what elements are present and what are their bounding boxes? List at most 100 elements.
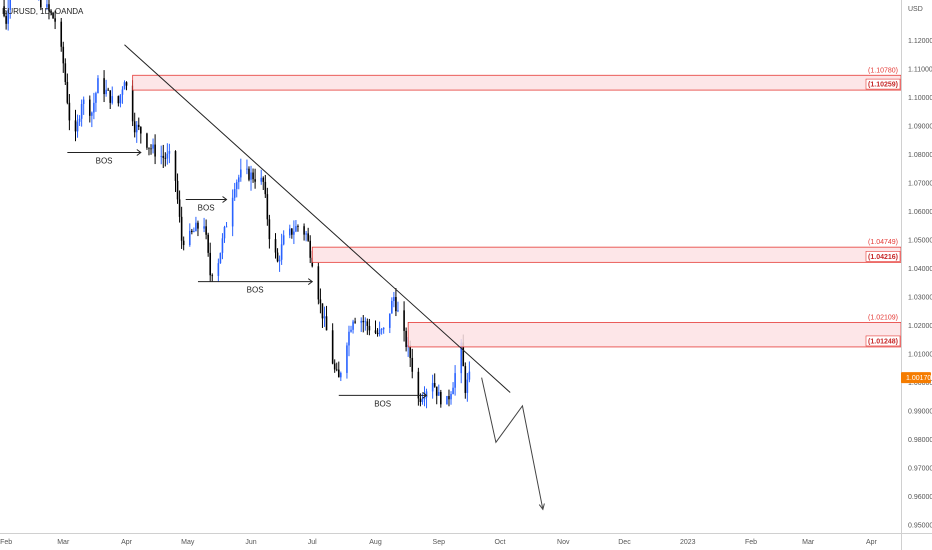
bos-arrowhead [422, 391, 428, 399]
zone-top-label: (1.10780) [868, 67, 898, 74]
candle-body [146, 133, 148, 148]
candle-body [425, 391, 428, 398]
candle-body [203, 226, 205, 229]
candle-body [264, 181, 267, 195]
candle-body [435, 386, 438, 396]
price-axis-currency: USD [908, 6, 923, 13]
candle-body [160, 155, 163, 157]
candle-body [119, 94, 122, 104]
supply-zone [132, 74, 902, 91]
candle-body [7, 9, 9, 24]
candle-body [191, 230, 193, 233]
time-axis[interactable]: Feb Mar Apr May Jun Jul Aug Sep Oct Nov Dec 2023 Feb… [0, 533, 932, 547]
candle-body [237, 177, 240, 183]
candle-body [248, 168, 250, 180]
candle-body [74, 120, 77, 132]
price-axis[interactable]: USD 1.12000 1.11000 1.10000 1.09000 1.08000 1… [901, 0, 932, 550]
candle-body [460, 342, 463, 374]
candle-body [440, 392, 442, 405]
candle-body [417, 371, 420, 399]
candle-body [91, 112, 93, 116]
candle-body [346, 345, 348, 373]
candle-body [291, 228, 293, 235]
supply-zone [407, 321, 902, 348]
candle-body [95, 93, 97, 103]
candle-body [276, 252, 279, 262]
candle-body [448, 396, 450, 400]
current-price-label: 1.00170 [906, 375, 931, 382]
candle-body [393, 297, 395, 301]
candle-body [378, 329, 381, 335]
price-tick-label: 0.97000 [908, 466, 932, 473]
candle-body [225, 226, 228, 228]
bos-label: BOS [247, 286, 264, 295]
candle-body [254, 179, 256, 182]
candle-body [262, 177, 265, 182]
candle-body [293, 231, 295, 235]
price-tick-label: 1.12000 [908, 38, 932, 45]
zone-bottom-label: (1.04216) [868, 254, 898, 261]
candle-body [288, 228, 291, 236]
candle-body [333, 363, 336, 370]
candle-body [260, 177, 263, 182]
supply-zone [311, 246, 902, 263]
time-tick-label: Apr [121, 539, 133, 546]
candle-body [88, 99, 91, 116]
candle-body [388, 313, 391, 328]
candle-body [366, 321, 369, 326]
candle-body [376, 332, 379, 335]
candle-body [274, 239, 277, 253]
bos-label: BOS [96, 157, 113, 166]
candle-body [278, 259, 281, 262]
candle-body [64, 63, 67, 82]
candle-body [295, 226, 297, 232]
supply-zones [132, 74, 902, 348]
candle-body [140, 127, 142, 134]
candle-body [166, 153, 169, 159]
candle-body [437, 392, 440, 396]
candle-body [121, 89, 124, 95]
candle-body [411, 357, 414, 372]
candle-body [66, 81, 69, 103]
projection-path [481, 377, 544, 510]
candle-body [360, 320, 363, 323]
candle-body [152, 144, 154, 149]
candle-body [123, 82, 126, 90]
candle-body [297, 226, 299, 227]
candle-body [423, 397, 426, 400]
candle-body [182, 240, 185, 246]
candle-body [54, 18, 56, 22]
candle-body [209, 252, 212, 276]
candle-body [446, 396, 448, 405]
candle-body [468, 371, 471, 380]
candle-body [368, 325, 371, 331]
candle-body [50, 10, 52, 13]
bos-label: BOS [198, 204, 215, 213]
candle-body [350, 329, 352, 332]
candle-body [164, 157, 167, 159]
candle-body [48, 4, 50, 11]
symbol-title: EURUSD, 1D, OANDA [2, 7, 84, 16]
candle-body [78, 118, 81, 122]
candle-body [111, 96, 114, 103]
candle-body [421, 399, 424, 402]
candle-body [454, 373, 456, 388]
candle-body [268, 219, 271, 240]
zone-bottom-badge [865, 335, 901, 347]
candle-body [462, 342, 465, 367]
candle-body [331, 330, 334, 364]
candle-body [60, 21, 63, 47]
price-tick-label: 1.09000 [908, 124, 932, 131]
candle-body [305, 233, 307, 235]
candle-body [162, 155, 165, 158]
time-tick-label: Sep [433, 539, 446, 546]
price-tick-label: 1.07000 [908, 181, 932, 188]
zone-top-label: (1.02109) [868, 314, 898, 321]
candle-body [403, 310, 405, 331]
time-tick-label: Jul [308, 539, 317, 546]
candle-body [397, 310, 399, 312]
candle-body [80, 104, 83, 119]
candle-body [125, 82, 128, 86]
zone-bottom-label: (1.01248) [868, 338, 898, 345]
